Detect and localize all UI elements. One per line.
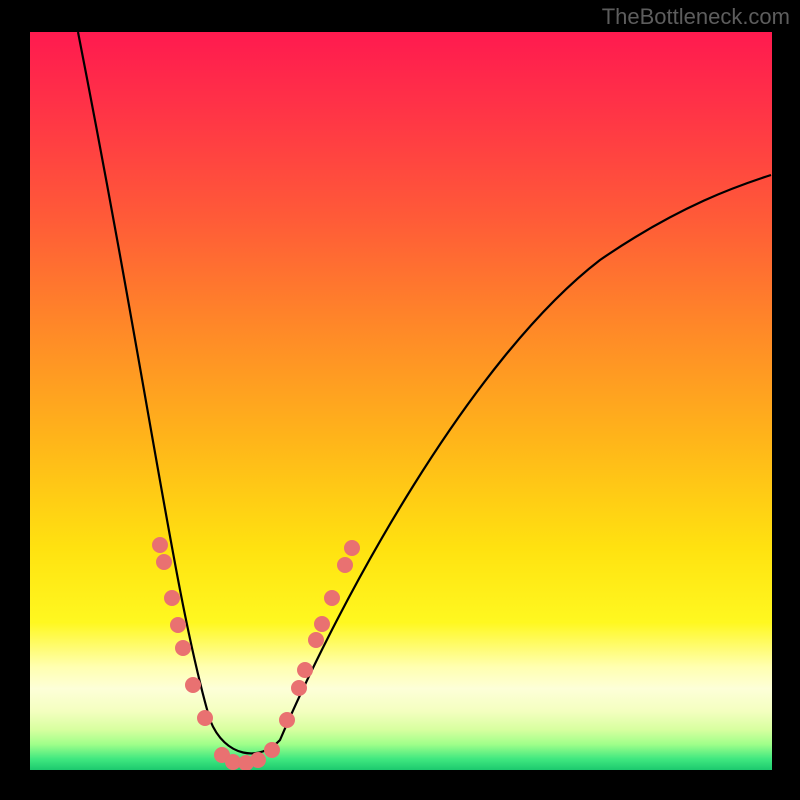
data-marker bbox=[165, 591, 180, 606]
data-marker bbox=[338, 558, 353, 573]
data-marker bbox=[309, 633, 324, 648]
data-marker bbox=[186, 678, 201, 693]
data-marker bbox=[265, 743, 280, 758]
data-marker bbox=[298, 663, 313, 678]
chart-container: TheBottleneck.com bbox=[0, 0, 800, 800]
bottleneck-chart bbox=[0, 0, 800, 800]
data-marker bbox=[171, 618, 186, 633]
data-marker bbox=[157, 555, 172, 570]
data-marker bbox=[315, 617, 330, 632]
gradient-plot-area bbox=[30, 32, 772, 770]
data-marker bbox=[176, 641, 191, 656]
data-marker bbox=[251, 753, 266, 768]
data-marker bbox=[325, 591, 340, 606]
data-marker bbox=[280, 713, 295, 728]
data-marker bbox=[153, 538, 168, 553]
attribution-text: TheBottleneck.com bbox=[602, 4, 790, 30]
data-marker bbox=[198, 711, 213, 726]
data-marker bbox=[292, 681, 307, 696]
data-marker bbox=[345, 541, 360, 556]
